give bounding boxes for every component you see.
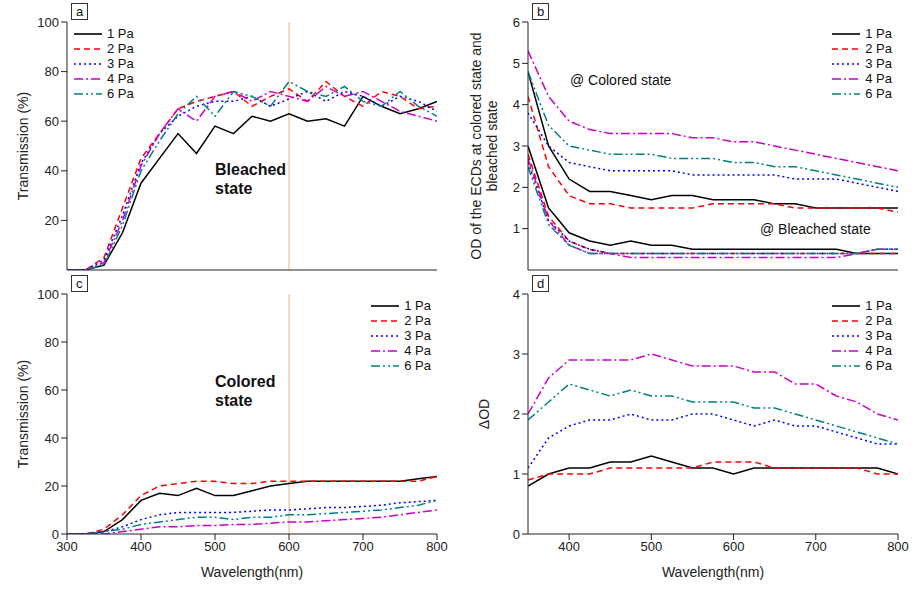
html-text:1 Pa: 1 Pa: [107, 26, 134, 41]
html-text:1 Pa: 1 Pa: [865, 26, 892, 41]
svg-text:4: 4: [513, 287, 520, 302]
html-text:4 Pa: 4 Pa: [107, 71, 134, 86]
html-text:c: c: [76, 276, 83, 291]
html-text:Bleached state: Bleached state: [215, 161, 287, 197]
html-text:4 Pa: 4 Pa: [865, 71, 892, 86]
svg-text:80: 80: [45, 335, 59, 350]
svg-text:60: 60: [45, 383, 59, 398]
html-text:2 Pa: 2 Pa: [865, 41, 892, 56]
html-text:@ Bleached state: @ Bleached state: [760, 221, 871, 237]
html-text:6 Pa: 6 Pa: [865, 86, 892, 101]
svg-text:600: 600: [278, 539, 300, 554]
html-text:2 Pa: 2 Pa: [404, 313, 431, 328]
svg-text:0: 0: [513, 527, 520, 542]
svg-text:3: 3: [513, 347, 520, 362]
html-text:d: d: [537, 276, 545, 291]
svg-text:6: 6: [513, 15, 520, 30]
svg-text:400: 400: [558, 539, 580, 554]
svg-text:700: 700: [352, 539, 374, 554]
html-text:2 Pa: 2 Pa: [107, 41, 134, 56]
svg-text:400: 400: [130, 539, 152, 554]
svg-text:600: 600: [723, 539, 745, 554]
html-text:3 Pa: 3 Pa: [107, 56, 134, 71]
svg-text:80: 80: [45, 64, 59, 79]
html-text:4 Pa: 4 Pa: [404, 343, 431, 358]
svg-text:Wavelength(nm): Wavelength(nm): [201, 564, 303, 580]
svg-text:500: 500: [640, 539, 662, 554]
html-text:6 Pa: 6 Pa: [404, 358, 431, 373]
svg-text:40: 40: [45, 431, 59, 446]
html-text:3 Pa: 3 Pa: [865, 328, 892, 343]
html-text:Transmission (%): Transmission (%): [15, 91, 31, 201]
html-text:6 Pa: 6 Pa: [865, 358, 892, 373]
html-text:OD of the ECDs at colored stat: OD of the ECDs at colored state and blea…: [468, 32, 500, 260]
svg-text:20: 20: [45, 479, 59, 494]
svg-text:300: 300: [56, 539, 78, 554]
html-text:Colored state: Colored state: [215, 373, 276, 409]
svg-text:3: 3: [513, 139, 520, 154]
svg-text:20: 20: [45, 213, 59, 228]
svg-text:40: 40: [45, 163, 59, 178]
html-text:ΔOD: ΔOD: [476, 398, 492, 430]
svg-text:Wavelength(nm): Wavelength(nm): [662, 564, 764, 580]
html-text:Transmission (%): Transmission (%): [15, 359, 31, 469]
svg-text:1: 1: [513, 221, 520, 236]
html-text:1 Pa: 1 Pa: [404, 298, 431, 313]
svg-text:800: 800: [887, 539, 909, 554]
html-text:@ Colored state: @ Colored state: [570, 72, 672, 88]
svg-text:5: 5: [513, 56, 520, 71]
html-text:a: a: [76, 4, 84, 19]
svg-text:800: 800: [426, 539, 448, 554]
svg-text:60: 60: [45, 114, 59, 129]
html-text:6 Pa: 6 Pa: [107, 86, 134, 101]
svg-text:4: 4: [513, 97, 520, 112]
svg-text:100: 100: [37, 287, 59, 302]
svg-text:0: 0: [52, 527, 59, 542]
html-text:1 Pa: 1 Pa: [865, 298, 892, 313]
svg-text:700: 700: [805, 539, 827, 554]
html-text:3 Pa: 3 Pa: [865, 56, 892, 71]
html-text:3 Pa: 3 Pa: [404, 328, 431, 343]
svg-text:2: 2: [513, 180, 520, 195]
svg-text:500: 500: [204, 539, 226, 554]
svg-text:100: 100: [37, 15, 59, 30]
html-text:2 Pa: 2 Pa: [865, 313, 892, 328]
html-text:b: b: [537, 4, 545, 19]
html-text:4 Pa: 4 Pa: [865, 343, 892, 358]
svg-text:1: 1: [513, 467, 520, 482]
svg-text:2: 2: [513, 407, 520, 422]
